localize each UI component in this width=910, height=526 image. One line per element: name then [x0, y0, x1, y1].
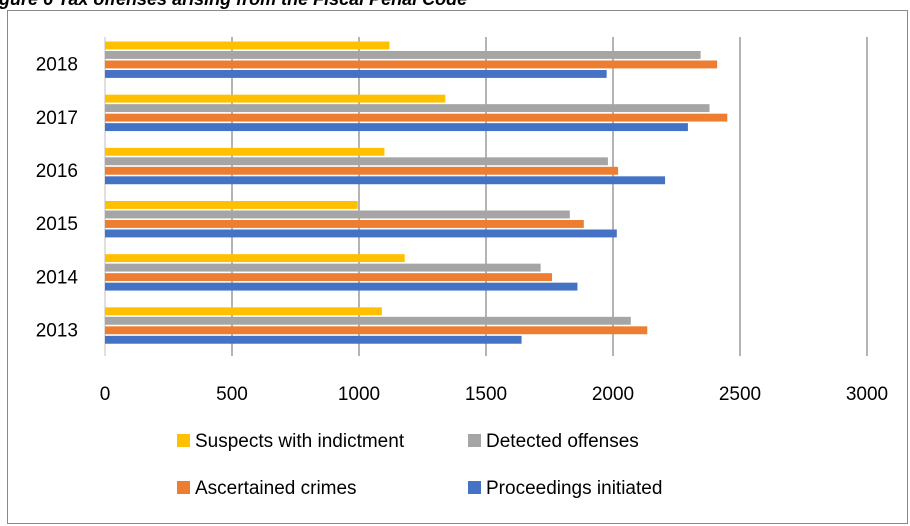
bar-2017-proceedings-initiated: [105, 123, 688, 132]
bar-2013-ascertained-crimes: [105, 326, 648, 335]
x-tick-label: 2000: [592, 384, 634, 405]
x-tick-label: 1500: [465, 384, 507, 405]
bar-2014-proceedings-initiated: [105, 282, 578, 291]
bar-2016-ascertained-crimes: [105, 166, 619, 175]
bar-2018-proceedings-initiated: [105, 70, 607, 78]
bars: [105, 41, 728, 344]
bar-2016-proceedings-initiated: [105, 176, 666, 185]
figure-title: igure 6 Tax offenses arising from the Fi…: [0, 0, 467, 10]
bar-2015-proceedings-initiated: [105, 229, 617, 238]
y-tick-label: 2013: [36, 320, 78, 341]
bar-2017-suspects-with-indictment: [105, 94, 446, 103]
bar-2015-ascertained-crimes: [105, 220, 584, 228]
y-tick-label: 2014: [36, 267, 79, 288]
bar-2017-detected-offenses: [105, 104, 710, 113]
legend-label: Suspects with indictment: [195, 431, 405, 452]
y-tick-label: 2016: [36, 161, 78, 182]
legend-label: Ascertained crimes: [195, 478, 357, 499]
bar-2018-ascertained-crimes: [105, 60, 718, 69]
legend-swatch: [468, 481, 481, 494]
bar-2018-detected-offenses: [105, 51, 701, 59]
x-tick-label: 0: [100, 384, 111, 405]
bar-2016-detected-offenses: [105, 157, 608, 166]
y-tick-label: 2015: [36, 214, 78, 235]
gridlines: [104, 37, 868, 356]
bar-2016-suspects-with-indictment: [105, 147, 385, 156]
x-tick-label: 1000: [338, 384, 380, 405]
legend-swatch: [177, 481, 190, 494]
bar-2013-proceedings-initiated: [105, 335, 522, 344]
bar-2018-suspects-with-indictment: [105, 41, 390, 50]
legend-swatch: [468, 434, 481, 447]
x-tick-label: 2500: [719, 384, 761, 405]
x-tick-label: 500: [216, 384, 248, 405]
bar-2013-suspects-with-indictment: [105, 307, 382, 316]
x-tick-label: 3000: [846, 384, 888, 405]
y-tick-label: 2017: [36, 108, 78, 129]
bar-2014-detected-offenses: [105, 263, 541, 272]
y-tick-label: 2018: [36, 55, 78, 76]
bar-2015-suspects-with-indictment: [105, 201, 358, 209]
legend: Suspects with indictment Detected offense…: [177, 431, 662, 499]
x-axis-ticks: 0 500 1000 1500 2000 2500 3000: [100, 384, 888, 405]
bar-2013-detected-offenses: [105, 316, 631, 325]
bar-2017-ascertained-crimes: [105, 113, 728, 122]
bar-2014-suspects-with-indictment: [105, 254, 405, 263]
y-axis-ticks: 2013 2014 2015 2016 2017 2018: [36, 55, 79, 342]
chart-frame: [7, 10, 908, 524]
legend-swatch: [177, 434, 190, 447]
bar-2014-ascertained-crimes: [105, 273, 553, 282]
legend-label: Proceedings initiated: [486, 478, 662, 499]
legend-label: Detected offenses: [486, 431, 639, 452]
bar-2015-detected-offenses: [105, 210, 570, 219]
